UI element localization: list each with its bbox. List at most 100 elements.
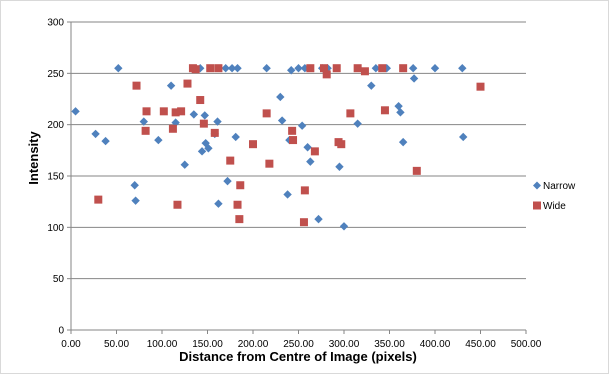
data-point-narrow	[353, 119, 362, 128]
series-narrow	[71, 64, 468, 231]
data-point-wide	[412, 166, 421, 175]
data-point-wide	[173, 200, 182, 209]
data-point-narrow	[196, 64, 205, 73]
x-tick-label: 300.00	[329, 339, 360, 350]
y-tick-label: 300	[47, 18, 64, 29]
data-point-wide	[214, 64, 223, 73]
data-point-narrow	[371, 64, 381, 73]
x-tick-label: 450.00	[465, 339, 496, 350]
data-point-narrow	[154, 135, 163, 145]
data-point-wide	[332, 64, 341, 73]
series-wide	[94, 64, 485, 227]
x-tick-label: 200.00	[238, 339, 269, 350]
data-point-wide	[233, 200, 242, 209]
data-point-wide	[183, 79, 192, 88]
legend-marker-narrow	[533, 181, 541, 190]
data-point-narrow	[276, 92, 285, 102]
data-point-wide	[353, 64, 362, 73]
data-point-wide	[378, 64, 387, 73]
y-tick-label: 100	[47, 223, 64, 234]
data-point-narrow	[227, 64, 237, 73]
data-point-narrow	[201, 138, 210, 148]
legend-marker-wide	[533, 201, 541, 210]
x-tick-label: 150.00	[192, 339, 223, 350]
data-point-narrow	[408, 64, 418, 73]
data-point-wide	[262, 109, 271, 118]
data-point-wide	[142, 107, 151, 116]
data-point-wide	[360, 67, 369, 76]
data-point-narrow	[398, 137, 408, 147]
data-point-narrow	[180, 160, 189, 169]
data-point-narrow	[287, 66, 296, 75]
x-axis-title: Distance from Centre of Image (pixels)	[179, 349, 417, 364]
data-point-wide	[299, 218, 308, 227]
y-axis-title: Intensity	[26, 131, 41, 185]
y-tick-label: 200	[47, 120, 64, 131]
data-point-wide	[235, 215, 244, 224]
data-point-narrow	[197, 147, 207, 156]
y-axis-ticks: 0 50 100 150 200 250 300	[47, 18, 71, 337]
data-point-narrow	[458, 64, 467, 73]
x-tick-label: 0.00	[61, 339, 81, 350]
y-tick-label: 250	[47, 69, 64, 80]
data-point-wide	[159, 107, 168, 116]
data-point-wide	[346, 109, 355, 118]
data-point-narrow	[262, 64, 271, 73]
data-point-wide	[132, 81, 141, 90]
data-point-wide	[94, 195, 103, 204]
data-point-wide	[226, 156, 235, 165]
data-point-wide	[249, 140, 257, 149]
x-tick-label: 500.00	[511, 339, 542, 350]
data-point-wide	[310, 147, 319, 156]
data-point-narrow	[409, 74, 419, 83]
data-point-wide	[289, 136, 298, 145]
data-point-wide	[206, 64, 215, 73]
data-point-wide	[191, 65, 200, 74]
data-point-narrow	[367, 81, 376, 90]
data-point-wide	[337, 140, 346, 149]
data-point-narrow	[139, 117, 148, 126]
data-point-wide	[380, 106, 389, 115]
data-point-narrow	[314, 214, 323, 224]
x-tick-label: 100.00	[147, 339, 178, 350]
data-point-wide	[306, 64, 315, 73]
data-point-narrow	[204, 144, 213, 153]
legend-label-narrow: Narrow	[543, 181, 576, 192]
legend-label-wide: Wide	[543, 201, 566, 212]
data-point-narrow	[214, 199, 223, 208]
data-point-wide	[319, 64, 328, 73]
x-tick-label: 50.00	[104, 339, 129, 350]
data-point-narrow	[114, 64, 123, 73]
x-tick-label: 250.00	[283, 339, 314, 350]
data-point-narrow	[303, 143, 312, 152]
data-point-wide	[476, 82, 485, 91]
data-point-narrow	[339, 222, 349, 231]
data-point-narrow	[335, 162, 344, 171]
x-axis-ticks: 0.00 50.00 100.00 150.00 200.00 250.00 300.00 3…	[61, 330, 542, 350]
gridlines	[71, 21, 526, 280]
data-point-wide	[210, 128, 219, 137]
data-point-wide	[265, 159, 274, 168]
data-point-narrow	[166, 81, 176, 90]
data-point-narrow	[396, 108, 405, 117]
data-point-narrow	[171, 118, 180, 127]
data-point-narrow	[131, 196, 140, 205]
legend-item-wide: Wide	[533, 201, 566, 212]
data-point-narrow	[459, 132, 468, 142]
data-point-wide	[177, 107, 186, 116]
data-point-narrow	[283, 190, 292, 199]
x-tick-label: 350.00	[374, 339, 405, 350]
data-point-wide	[196, 96, 205, 105]
legend: Narrow Wide	[533, 181, 576, 212]
data-point-narrow	[277, 116, 287, 125]
y-tick-label: 150	[47, 172, 64, 183]
data-point-wide	[399, 64, 408, 73]
data-point-wide	[171, 108, 180, 117]
data-point-wide	[236, 181, 245, 190]
data-point-narrow	[91, 129, 100, 139]
data-point-wide	[322, 70, 331, 79]
y-tick-label: 50	[53, 274, 65, 285]
data-point-narrow	[221, 64, 230, 73]
